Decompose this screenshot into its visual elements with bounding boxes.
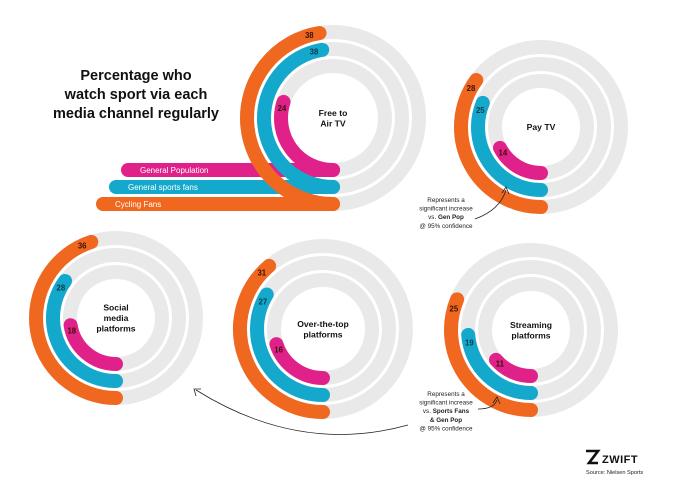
pay-tv-arc-cycling-fans	[454, 72, 548, 214]
note2-arrow-left	[195, 389, 409, 435]
social-media-platforms-label-line-1: Social	[103, 303, 128, 313]
note1-arrow	[474, 189, 507, 220]
free-to-air-tv-label-line-1: Free to	[319, 108, 348, 118]
pay-tv-arc-gen-pop	[493, 140, 548, 180]
title-line-3: media channel regularly	[53, 106, 219, 122]
free-to-air-tv-arc-sports-fans	[257, 42, 340, 194]
zwift-logo-icon	[586, 449, 601, 465]
free-to-air-tv-label-line-2: Air TV	[320, 118, 346, 128]
note2-line-3: vs. Sports Fans	[423, 408, 470, 415]
note2-arrow-right	[477, 399, 498, 410]
over-the-top-platforms-arc-sports-fans	[250, 287, 330, 402]
note2-line-1: Represents a	[427, 391, 465, 398]
note2-line-4: & Gen Pop	[430, 417, 462, 424]
pay-tv-value-cycling-fans: 28	[467, 84, 476, 93]
legend-label-sports-fans: General sports fans	[128, 183, 198, 192]
note2-line-5: @ 95% confidence	[420, 425, 473, 432]
free-to-air-tv-arc-cycling-fans	[240, 26, 340, 211]
legend-label-gen-pop: General Population	[140, 166, 209, 175]
over-the-top-platforms-value-sports-fans: 27	[259, 297, 268, 306]
pay-tv-value-sports-fans: 25	[476, 106, 485, 115]
streaming-platforms-label-line-2: platforms	[511, 330, 550, 340]
social-media-platforms-arc-gen-pop	[63, 318, 123, 371]
over-the-top-platforms-label-line-1: Over-the-top	[297, 319, 349, 329]
social-media-platforms-arc-cycling-fans	[29, 234, 123, 405]
source-note: Source: Nielsen Sports	[586, 470, 643, 476]
streaming-platforms-value-sports-fans: 19	[465, 338, 474, 347]
note1-arrowhead	[501, 186, 510, 195]
over-the-top-platforms-arc-cycling-fans	[233, 258, 330, 419]
note1-line-3: vs. Gen Pop	[428, 214, 464, 221]
social-media-platforms-value-cycling-fans: 36	[78, 241, 87, 250]
pay-tv-arc-sports-fans	[471, 95, 548, 197]
brand-block: ZWIFT Source: Nielsen Sports	[586, 449, 643, 476]
over-the-top-platforms-label-line-2: platforms	[303, 329, 342, 339]
over-the-top-platforms-value-cycling-fans: 31	[257, 269, 266, 278]
free-to-air-tv-value-gen-pop: 24	[278, 104, 287, 113]
chart-title: Percentage who watch sport via each medi…	[53, 68, 219, 122]
pay-tv-label-line-1: Pay TV	[527, 122, 556, 132]
streaming-platforms-value-gen-pop: 11	[496, 360, 505, 369]
streaming-platforms-arc-gen-pop	[489, 352, 538, 383]
streaming-platforms-value-cycling-fans: 25	[450, 304, 459, 313]
social-media-platforms-value-gen-pop: 18	[67, 327, 76, 336]
legend-label-cycling-fans: Cycling Fans	[115, 200, 161, 209]
note1-line-1: Represents a	[427, 197, 465, 204]
social-media-platforms-value-sports-fans: 28	[57, 283, 66, 292]
brand-name: ZWIFT	[602, 454, 638, 466]
free-to-air-tv-arc-gen-pop	[274, 94, 340, 177]
over-the-top-platforms-value-gen-pop: 16	[274, 346, 283, 355]
note2-line-2: significant increase	[419, 400, 473, 407]
pay-tv-value-gen-pop: 14	[499, 149, 508, 158]
social-media-platforms-label-line-3: platforms	[96, 324, 135, 334]
social-media-platforms-label-line-2: media	[104, 313, 129, 323]
social-media-platforms-arc-sports-fans	[46, 273, 123, 388]
streaming-platforms-arc-cycling-fans	[444, 292, 538, 417]
data-arcs	[29, 26, 548, 419]
note1-line-2: significant increase	[419, 206, 473, 213]
note2-arrowhead-left	[193, 388, 201, 397]
annotation-arrows	[193, 186, 510, 435]
streaming-platforms-label-line-1: Streaming	[510, 320, 552, 330]
streaming-platforms-arc-sports-fans	[461, 327, 538, 400]
free-to-air-tv-value-cycling-fans: 38	[305, 31, 314, 40]
over-the-top-platforms-arc-gen-pop	[269, 337, 330, 385]
title-line-1: Percentage who	[80, 68, 191, 84]
title-line-2: watch sport via each	[64, 87, 208, 103]
note2-arrowhead-right	[492, 396, 501, 405]
note1-line-4: @ 95% confidence	[420, 223, 473, 230]
free-to-air-tv-value-sports-fans: 38	[310, 48, 319, 57]
